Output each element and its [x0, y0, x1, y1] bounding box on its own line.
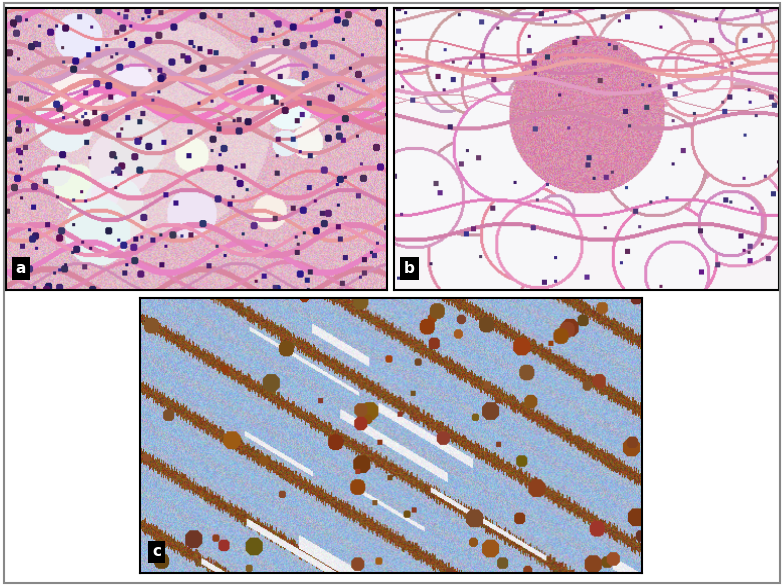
- Text: c: c: [152, 544, 162, 559]
- Text: a: a: [16, 261, 26, 276]
- Text: b: b: [404, 261, 415, 276]
